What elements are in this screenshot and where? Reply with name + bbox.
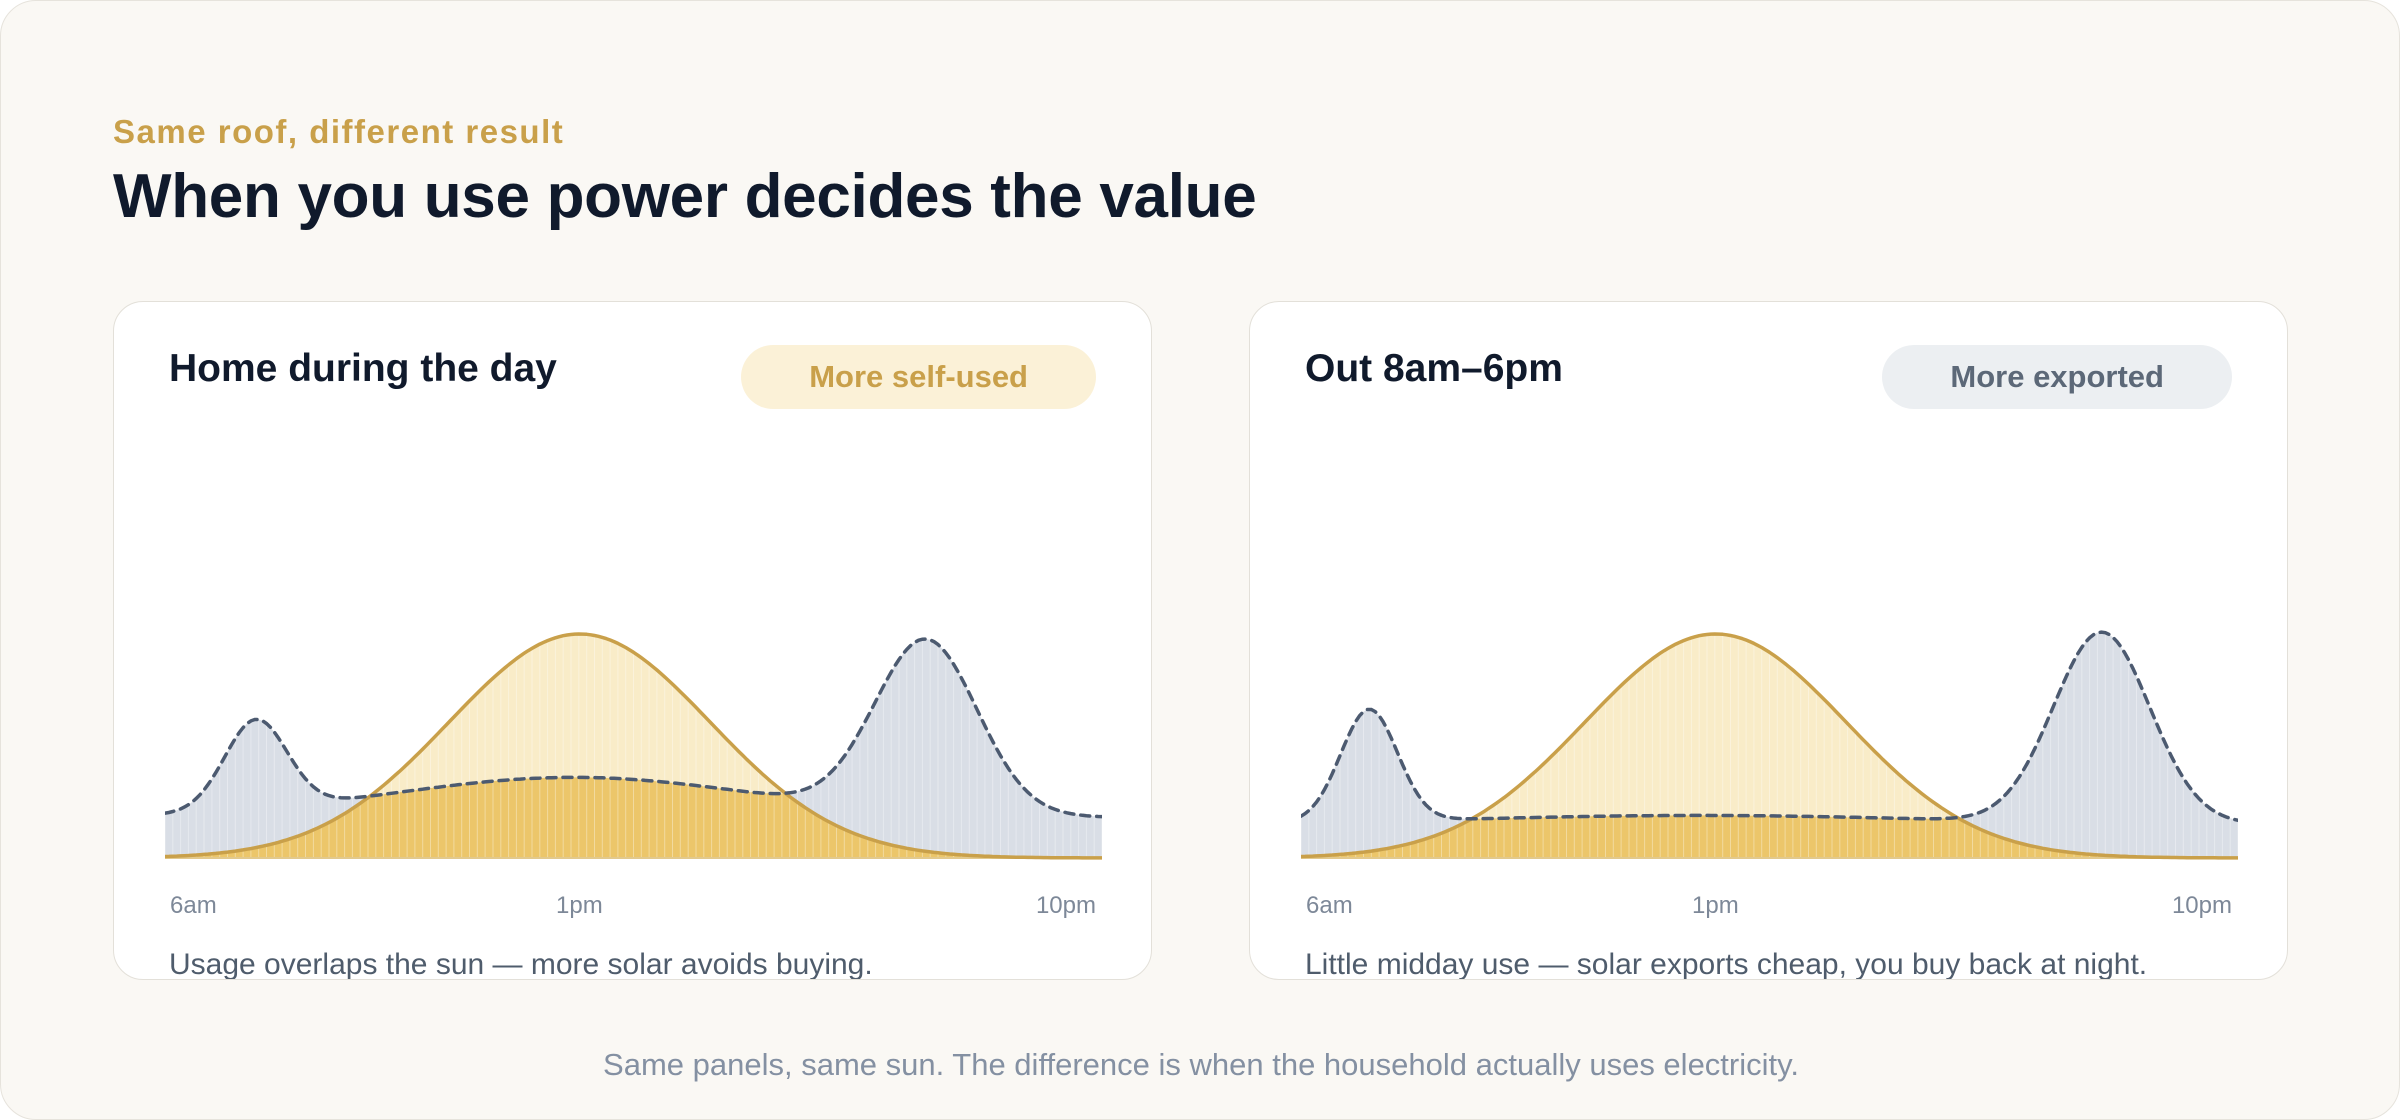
x-tick-label: 1pm — [1692, 892, 1739, 919]
x-tick-label: 1pm — [556, 892, 603, 919]
x-tick-label: 10pm — [1035, 892, 1096, 919]
self-used-area — [165, 777, 1102, 858]
footer-note: Same panels, same sun. The difference is… — [603, 1047, 1799, 1082]
status-badge: More exported — [1882, 345, 2232, 409]
hatch-lines — [1301, 632, 2238, 858]
card-title: Home during the day — [169, 347, 557, 390]
solar-area — [1301, 634, 2238, 858]
usage-line — [165, 637, 1102, 819]
solar-line — [1301, 632, 2238, 860]
x-tick-label: 6am — [170, 892, 217, 919]
status-badge: More self-used — [741, 345, 1096, 409]
card-caption: Little midday use — solar exports cheap,… — [1305, 948, 2148, 980]
page-title: When you use power decides the value — [113, 162, 1257, 231]
x-tick-label: 10pm — [2171, 892, 2232, 919]
card-home-day: Home during the day More self-used 6am 1… — [113, 301, 1152, 980]
x-tick-label: 6am — [1306, 892, 1353, 919]
self-used-area — [1301, 815, 2238, 858]
solar-line — [165, 632, 1102, 860]
eyebrow: Same roof, different result — [113, 113, 565, 150]
hatch-lines — [165, 634, 1102, 858]
area-chart — [1301, 630, 2238, 860]
card-title: Out 8am–6pm — [1305, 347, 1563, 390]
card-out-day: Out 8am–6pm More exported 6am 1pm 10pm L… — [1249, 301, 2288, 980]
card-caption: Usage overlaps the sun — more solar avoi… — [169, 948, 873, 980]
usage-area — [1301, 632, 2238, 858]
usage-line — [1301, 630, 2238, 823]
area-chart — [165, 632, 1102, 860]
